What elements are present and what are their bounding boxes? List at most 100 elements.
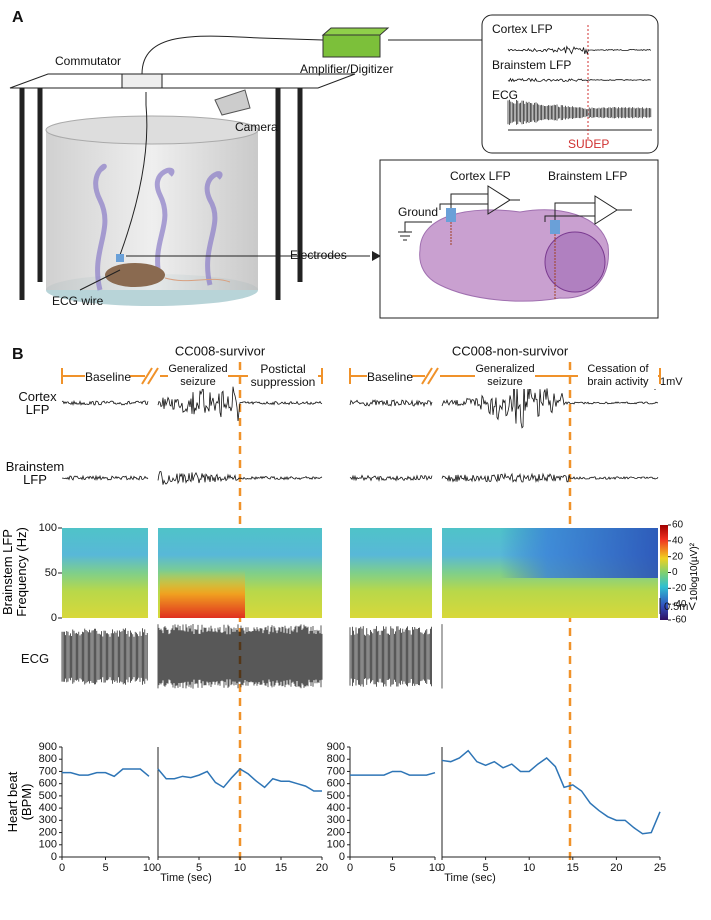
scale-label: 1mV xyxy=(660,376,683,388)
y-tick-label: 900 xyxy=(327,741,345,753)
colorbar-tick-label: -60 xyxy=(672,615,687,626)
label: Amplifier/Digitizer xyxy=(300,62,393,76)
y-tick-label: 100 xyxy=(39,839,57,851)
signal-trace xyxy=(62,474,149,481)
y-tick-label: 200 xyxy=(39,826,57,838)
label: ECG wire xyxy=(52,294,104,308)
amplifier-top xyxy=(321,27,390,36)
x-axis-label: Time (sec) xyxy=(160,872,212,884)
cable xyxy=(141,35,324,75)
y-tick-label: 100 xyxy=(327,839,345,851)
commutator xyxy=(121,73,163,89)
cage xyxy=(46,130,258,290)
x-tick-label: 10 xyxy=(143,862,155,874)
y-axis-label: Heart beat (BPM) xyxy=(5,771,34,833)
label: Ground xyxy=(398,205,438,219)
label: Commutator xyxy=(55,54,121,68)
signal-trace xyxy=(441,377,659,429)
x-axis-label: Time (sec) xyxy=(444,872,496,884)
tail xyxy=(164,277,231,283)
amplifier-symbol xyxy=(439,185,520,215)
row-label: Cortex LFP xyxy=(18,389,57,417)
row-label: Brainstem LFP xyxy=(5,459,65,487)
cage-top xyxy=(45,115,259,145)
ecg-pointer xyxy=(79,269,121,291)
table-top xyxy=(9,73,356,89)
x-tick-label: 20 xyxy=(316,862,328,874)
x-tick-label: 10 xyxy=(234,862,246,874)
colorbar-tick-label: 60 xyxy=(672,520,684,531)
label: Electrodes xyxy=(290,248,347,262)
electrode xyxy=(446,208,456,222)
spectrogram-hot xyxy=(160,570,245,618)
colorbar-tick-label: 40 xyxy=(672,535,684,546)
signal-trace xyxy=(441,472,659,483)
mouse xyxy=(105,263,165,287)
x-tick-label: 0 xyxy=(439,862,445,874)
label: Cortex LFP xyxy=(450,169,511,183)
x-tick-label: 0 xyxy=(155,862,161,874)
ecg-trace xyxy=(349,626,432,687)
x-tick-label: 5 xyxy=(102,862,108,874)
panel-label: B xyxy=(12,346,24,363)
panel-a: A Commutator Amplifier/Digitizer Camera … xyxy=(9,9,659,319)
ecg-trace xyxy=(507,99,652,125)
amplifier xyxy=(322,34,381,58)
colorbar-tick-label: 20 xyxy=(672,551,684,562)
y-tick-label: 300 xyxy=(327,814,345,826)
colorbar-tick-label: -20 xyxy=(672,583,687,594)
colorbar xyxy=(660,525,668,620)
x-tick-label: 10 xyxy=(523,862,535,874)
signal-trace xyxy=(349,474,433,482)
y-tick-label: 700 xyxy=(39,765,57,777)
signal-trace xyxy=(507,45,652,55)
phase-label: Generalized seizure xyxy=(168,363,228,389)
condition-title: CC008-non-survivor xyxy=(452,343,569,358)
y-tick-label: 0 xyxy=(51,851,57,863)
colorbar-tick-label: -40 xyxy=(672,599,687,610)
y-tick-label: 100 xyxy=(39,522,57,534)
x-tick-label: 15 xyxy=(567,862,579,874)
y-tick-label: 800 xyxy=(327,753,345,765)
label: Cortex LFP xyxy=(492,22,553,36)
cerebellum xyxy=(544,231,606,293)
panel-b: B CC008-survivor CC008-non-survivor 1mV … xyxy=(12,343,696,862)
label: Camera xyxy=(235,120,278,134)
x-tick-label: 10 xyxy=(429,862,441,874)
panel-label: A xyxy=(12,9,24,26)
label: SUDEP xyxy=(568,137,609,151)
electrode xyxy=(116,254,124,262)
x-tick-label: 5 xyxy=(483,862,489,874)
x-tick-label: 5 xyxy=(196,862,202,874)
phase-label: Postictal suppression xyxy=(248,363,318,389)
spectrogram xyxy=(350,528,432,618)
signal-trace xyxy=(157,384,323,422)
heart-rate-line xyxy=(350,770,436,776)
spectrogram xyxy=(62,528,148,618)
ecg-trace xyxy=(157,624,323,689)
phase-label: Baseline xyxy=(85,370,132,384)
signal-trace xyxy=(157,471,323,485)
x-tick-label: 25 xyxy=(654,862,666,874)
phase-label: Baseline xyxy=(367,370,414,384)
x-tick-label: 0 xyxy=(59,862,65,874)
phase-label: Cessation of brain activity xyxy=(578,363,658,389)
x-tick-label: 0 xyxy=(347,862,353,874)
phase-label: Generalized seizure xyxy=(475,363,535,389)
y-tick-label: 500 xyxy=(39,790,57,802)
ecg-trace xyxy=(61,628,148,685)
y-tick-label: 0 xyxy=(339,851,345,863)
electrode xyxy=(550,220,560,234)
x-tick-label: 5 xyxy=(389,862,395,874)
smoke xyxy=(93,163,108,291)
y-tick-label: 0 xyxy=(51,612,57,624)
heart-rate-line xyxy=(62,768,150,778)
colorbar-tick-label: 0 xyxy=(672,567,678,578)
y-tick-label: 700 xyxy=(327,765,345,777)
heart-rate-line xyxy=(157,768,322,792)
y-tick-label: 500 xyxy=(327,790,345,802)
row-label: Brainstem LFP Frequency (Hz) xyxy=(0,527,29,617)
y-tick-label: 600 xyxy=(327,778,345,790)
y-tick-label: 50 xyxy=(45,567,57,579)
ground-symbol xyxy=(398,221,432,241)
